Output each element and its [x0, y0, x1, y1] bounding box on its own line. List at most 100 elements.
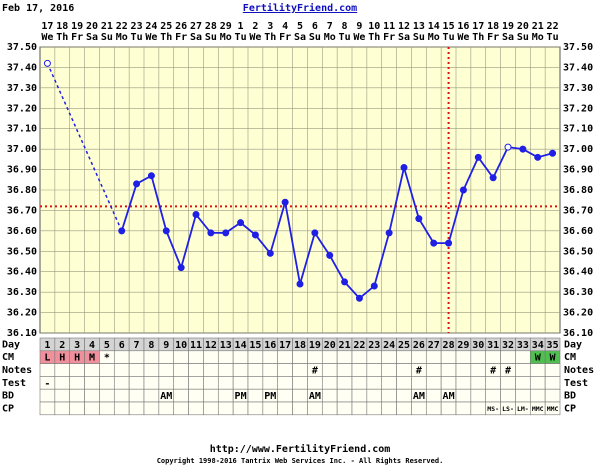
- table-cell: [396, 363, 412, 377]
- table-cell: [69, 376, 85, 390]
- table-cell: [381, 350, 397, 364]
- date-label: 25: [160, 21, 172, 32]
- date-label: 2: [252, 21, 258, 32]
- temperature-point: [133, 180, 141, 188]
- footer-url[interactable]: http://www.FertilityFriend.com: [210, 443, 391, 455]
- temperature-point: [459, 186, 467, 194]
- weekday-label: Fr: [175, 32, 187, 43]
- y-tick-label: 37.20: [563, 103, 593, 114]
- table-cell: [143, 350, 160, 364]
- date-label: 11: [383, 21, 395, 32]
- table-cell: [455, 388, 472, 403]
- y-tick-label: 37.10: [563, 124, 593, 135]
- table-cell: [203, 363, 219, 377]
- y-tick-label: 37.00: [563, 144, 593, 155]
- table-cell: [351, 401, 368, 416]
- date-label: 27: [190, 21, 202, 32]
- table-cell: [69, 401, 85, 416]
- table-cell: [188, 388, 204, 403]
- table-cell: [544, 401, 561, 416]
- date-label: 29: [220, 21, 232, 32]
- table-cell: [143, 388, 160, 403]
- table-cell: [500, 388, 516, 403]
- table-cell: [54, 401, 71, 416]
- weekday-label: Fr: [71, 32, 83, 43]
- weekday-label: Th: [368, 32, 380, 43]
- table-cell: [54, 376, 71, 390]
- table-cell: [351, 376, 368, 390]
- temperature-point: [311, 229, 319, 237]
- y-tick-label: 37.40: [7, 62, 37, 73]
- table-cell: [262, 401, 279, 416]
- date-label: 5: [297, 21, 303, 32]
- table-cell: [440, 350, 457, 364]
- cell-text: 31: [487, 340, 499, 351]
- temperature-point: [207, 229, 215, 237]
- row-label: Test: [564, 378, 588, 389]
- y-tick-label: 36.70: [563, 205, 593, 216]
- table-cell: [113, 376, 130, 390]
- temperature-point: [430, 239, 438, 247]
- date-label: 9: [356, 21, 362, 32]
- cell-text: AM: [309, 391, 321, 402]
- site-name[interactable]: FertilityFriend.com: [243, 2, 357, 14]
- table-cell: [128, 363, 145, 377]
- weekday-label: Fr: [383, 32, 395, 43]
- table-cell: [455, 401, 472, 416]
- temperature-point: [474, 153, 482, 161]
- y-tick-label: 37.20: [7, 103, 37, 114]
- table-cell: [292, 401, 308, 416]
- cell-text: 30: [472, 340, 484, 351]
- cell-text: AM: [413, 391, 425, 402]
- table-cell: [425, 350, 442, 364]
- cell-text: 10: [175, 340, 187, 351]
- table-cell: [470, 376, 487, 390]
- weekday-label: Th: [264, 32, 276, 43]
- table-cell: [381, 401, 397, 416]
- table-cell: [113, 363, 130, 377]
- date-label: 17: [41, 21, 53, 32]
- table-cell: [158, 401, 175, 416]
- date-label: 15: [443, 21, 455, 32]
- cell-text: 13: [220, 340, 232, 351]
- cell-text: 3: [74, 340, 80, 351]
- cell-text: 1: [44, 340, 50, 351]
- date-label: 23: [131, 21, 143, 32]
- table-cell: [411, 350, 427, 364]
- table-cell: [203, 350, 219, 364]
- table-cell: [203, 401, 219, 416]
- temperature-point: [192, 211, 200, 219]
- table-cell: [366, 401, 383, 416]
- table-cell: [292, 388, 308, 403]
- cell-text: LS-: [502, 405, 514, 413]
- y-tick-label: 37.10: [7, 124, 37, 135]
- y-tick-label: 37.50: [7, 42, 37, 53]
- table-cell: [232, 401, 249, 416]
- weekday-label: Su: [413, 32, 425, 43]
- table-cell: [396, 401, 412, 416]
- cell-text: AM: [443, 391, 455, 402]
- table-cell: [515, 388, 531, 403]
- cell-text: 29: [457, 340, 469, 351]
- cell-text: 33: [517, 340, 529, 351]
- date-label: 1: [238, 21, 244, 32]
- table-cell: [366, 376, 383, 390]
- weekday-label: Su: [517, 32, 529, 43]
- table-cell: [440, 401, 457, 416]
- y-tick-label: 37.40: [563, 62, 593, 73]
- table-cell: [232, 350, 249, 364]
- cell-text: MMC: [532, 405, 544, 413]
- table-cell: [143, 401, 160, 416]
- table-cell: [321, 388, 338, 403]
- table-cell: [544, 388, 561, 403]
- cell-text: 6: [119, 340, 125, 351]
- date-label: 16: [457, 21, 469, 32]
- weekday-label: Su: [101, 32, 113, 43]
- table-cell: [396, 350, 412, 364]
- cell-text: 28: [443, 340, 455, 351]
- table-cell: [203, 376, 219, 390]
- table-cell: [247, 401, 264, 416]
- y-tick-label: 37.50: [563, 42, 593, 53]
- y-tick-label: 37.30: [563, 83, 593, 94]
- cell-text: MMC: [547, 405, 559, 413]
